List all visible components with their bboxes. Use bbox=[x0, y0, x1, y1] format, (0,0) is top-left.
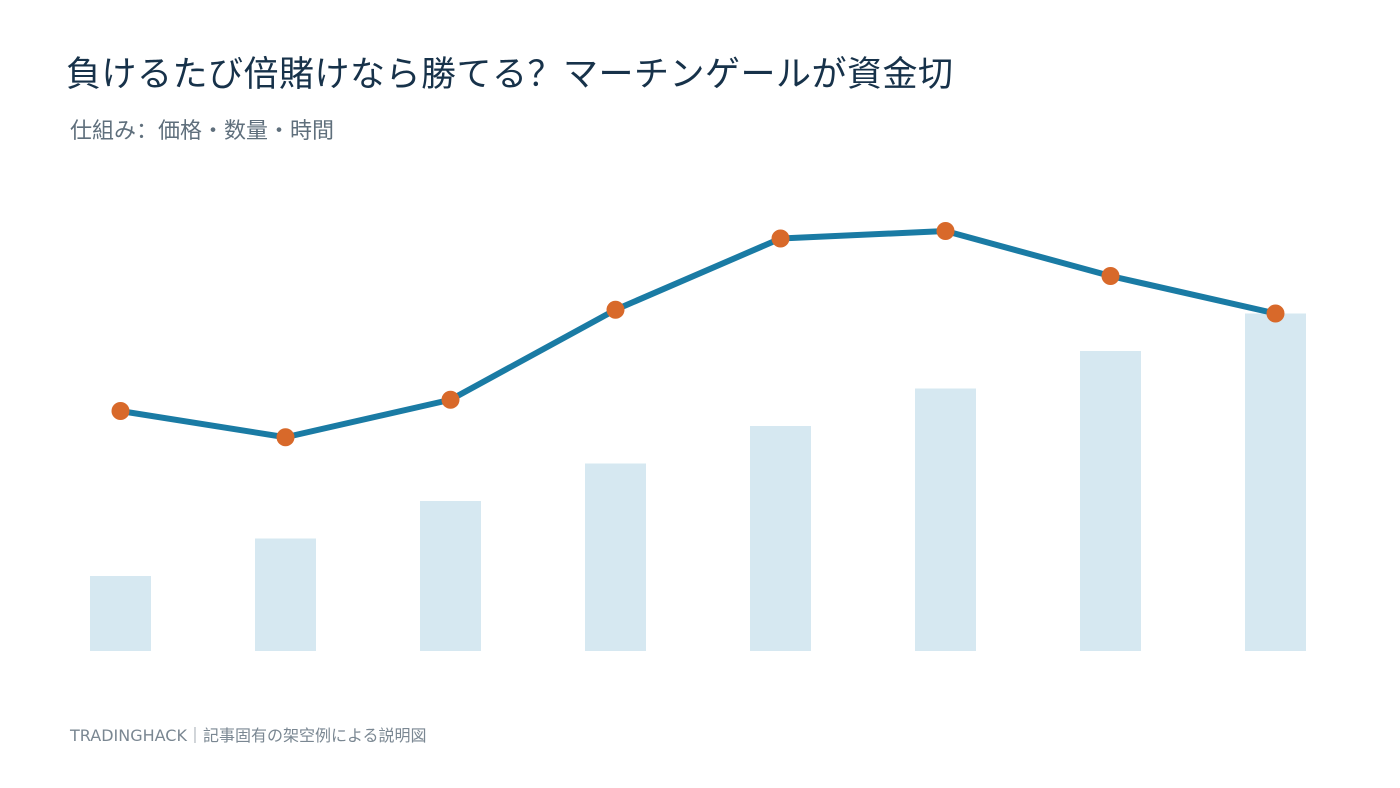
source-credit: TRADINGHACK｜記事固有の架空例による説明図 bbox=[70, 726, 427, 745]
line-point-4 bbox=[606, 300, 625, 319]
bar-2 bbox=[255, 538, 316, 651]
line-markers bbox=[111, 222, 1285, 447]
bar-series bbox=[90, 313, 1306, 651]
line-series bbox=[117, 228, 1279, 441]
line-path bbox=[117, 228, 1279, 441]
bar-3 bbox=[420, 501, 481, 651]
bar-8 bbox=[1245, 313, 1306, 651]
bar-7 bbox=[1080, 351, 1141, 651]
chart-title: 負けるたび倍賭けなら勝てる？マーチンゲールが資金切 bbox=[66, 55, 954, 95]
bar-5 bbox=[750, 426, 811, 651]
line-point-6 bbox=[936, 222, 955, 240]
bar-1 bbox=[90, 576, 151, 651]
chart-subtitle: 仕組み：価格・数量・時間 bbox=[70, 119, 335, 144]
line-point-3 bbox=[441, 390, 460, 409]
line-point-1 bbox=[111, 402, 130, 420]
line-point-8 bbox=[1266, 304, 1285, 323]
line-point-2 bbox=[276, 428, 295, 447]
bar-4 bbox=[585, 463, 646, 651]
line-point-7 bbox=[1101, 267, 1120, 285]
bar-6 bbox=[915, 388, 976, 651]
line-point-5 bbox=[771, 229, 790, 248]
